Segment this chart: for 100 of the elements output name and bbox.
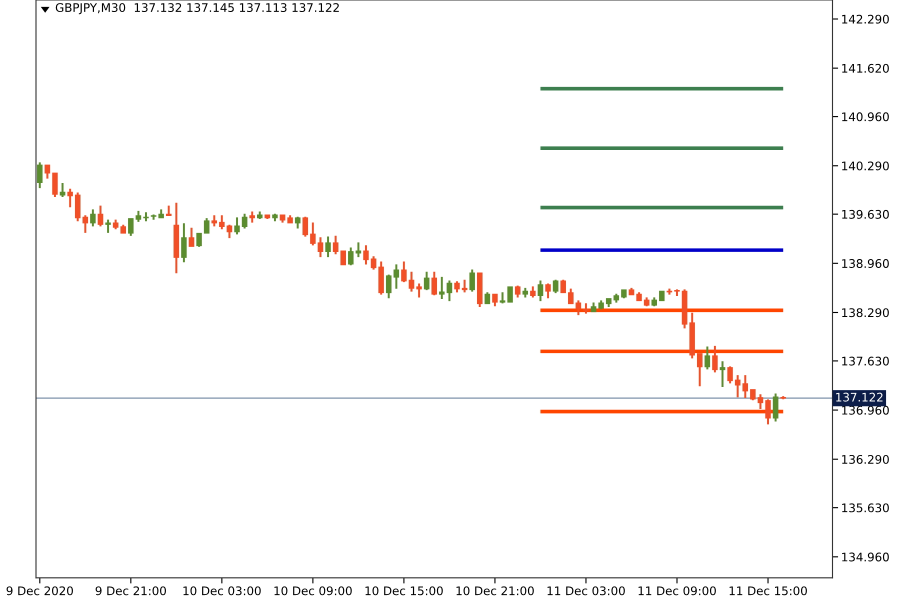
y-tick-label: 142.290 [842, 14, 889, 24]
candlestick [370, 256, 376, 270]
candlestick [507, 286, 513, 303]
candlestick [332, 236, 338, 254]
candlestick [196, 232, 202, 247]
chart-title: GBPJPY,M30 137.132 137.145 137.113 137.122 [56, 3, 339, 14]
candlestick [628, 288, 634, 296]
candlestick [310, 222, 316, 246]
candlestick [696, 353, 703, 386]
candlestick [44, 164, 50, 179]
candlestick [143, 212, 149, 222]
candlestick [242, 214, 248, 229]
candlestick [500, 292, 506, 304]
candlestick [720, 361, 726, 388]
candlestick [545, 283, 551, 298]
candlestick [416, 283, 422, 298]
candlestick [530, 286, 536, 298]
candlestick [219, 215, 225, 230]
candlestick [666, 288, 672, 295]
y-tick-label: 138.290 [842, 308, 889, 318]
candlestick [363, 245, 369, 264]
candlestick [568, 288, 574, 304]
candlestick [272, 214, 278, 222]
candlestick [439, 276, 445, 299]
candlestick [112, 220, 118, 230]
candlestick [211, 215, 218, 226]
candlestick [287, 215, 293, 224]
candlestick [234, 217, 240, 234]
candlestick [614, 294, 620, 303]
x-tick-label: 10 Dec 21:00 [456, 586, 534, 596]
y-tick-label: 136.290 [842, 454, 889, 464]
candlestick [590, 302, 596, 312]
candlestick [174, 202, 180, 274]
candlestick [606, 298, 612, 308]
y-tick-label: 135.630 [842, 503, 889, 512]
candlestick [765, 399, 771, 424]
candlestick [226, 224, 232, 238]
candlestick [583, 303, 589, 314]
candlestick [484, 292, 490, 304]
candlestick [772, 394, 778, 422]
candlestick [424, 272, 430, 290]
candlestick [758, 394, 764, 410]
candlestick [257, 212, 263, 219]
candlestick [682, 289, 688, 328]
candlestick [37, 162, 43, 188]
candlestick [348, 248, 354, 266]
candlestick [394, 264, 400, 289]
candlestick [469, 270, 475, 292]
candlestick [780, 396, 786, 400]
candlestick [742, 375, 748, 398]
candlestick [431, 272, 438, 296]
x-tick-label: 11 Dec 15:00 [730, 586, 807, 596]
candlestick [712, 346, 718, 372]
candlestick [576, 300, 582, 316]
candlestick [621, 289, 627, 298]
candlestick [408, 272, 414, 292]
y-tick-label: 136.960 [842, 406, 889, 415]
candlestick [598, 300, 604, 310]
candlestick [325, 236, 331, 258]
x-tick-label: 10 Dec 09:00 [274, 586, 352, 596]
candlestick [98, 206, 104, 226]
x-tick-label: 10 Dec 03:00 [183, 586, 261, 596]
candlestick [128, 218, 134, 236]
candlestick [734, 375, 740, 398]
candlestick [750, 389, 756, 400]
candlestick [105, 220, 111, 233]
candlestick [74, 192, 80, 222]
candlestick [318, 237, 324, 258]
candlestick [454, 281, 460, 292]
candlestick [538, 280, 544, 302]
x-tick-label: 11 Dec 09:00 [638, 586, 716, 596]
candlestick [294, 216, 300, 229]
candlestick [674, 289, 680, 296]
candlestick [188, 228, 194, 247]
y-tick-label: 137.630 [842, 356, 889, 366]
candlestick [280, 214, 286, 223]
candlestick [90, 209, 96, 226]
candlestick [378, 261, 384, 295]
candlestick [552, 280, 558, 294]
candlestick [120, 224, 126, 234]
x-tick-label: 10 Dec 15:00 [366, 586, 443, 596]
candlestick [52, 172, 58, 197]
candlestick [476, 272, 483, 308]
candlestick [158, 209, 164, 218]
candlestick [204, 218, 210, 234]
y-tick-label: 134.960 [842, 552, 889, 562]
candlestick [386, 274, 392, 298]
x-tick-label: 11 Dec 03:00 [548, 586, 625, 596]
candlestick [636, 292, 642, 302]
candlestick [446, 280, 452, 302]
candlestick [727, 366, 733, 384]
candlestick [644, 297, 650, 306]
y-tick-label: 140.290 [842, 161, 889, 170]
ref-line-label: 137.122 [836, 392, 883, 402]
candlestick [689, 312, 695, 358]
candlestick [659, 290, 665, 302]
candlestick [60, 182, 66, 197]
y-tick-label: 141.620 [842, 64, 889, 73]
x-tick-label: 9 Dec 21:00 [96, 586, 166, 596]
y-tick-label: 138.960 [842, 259, 889, 268]
